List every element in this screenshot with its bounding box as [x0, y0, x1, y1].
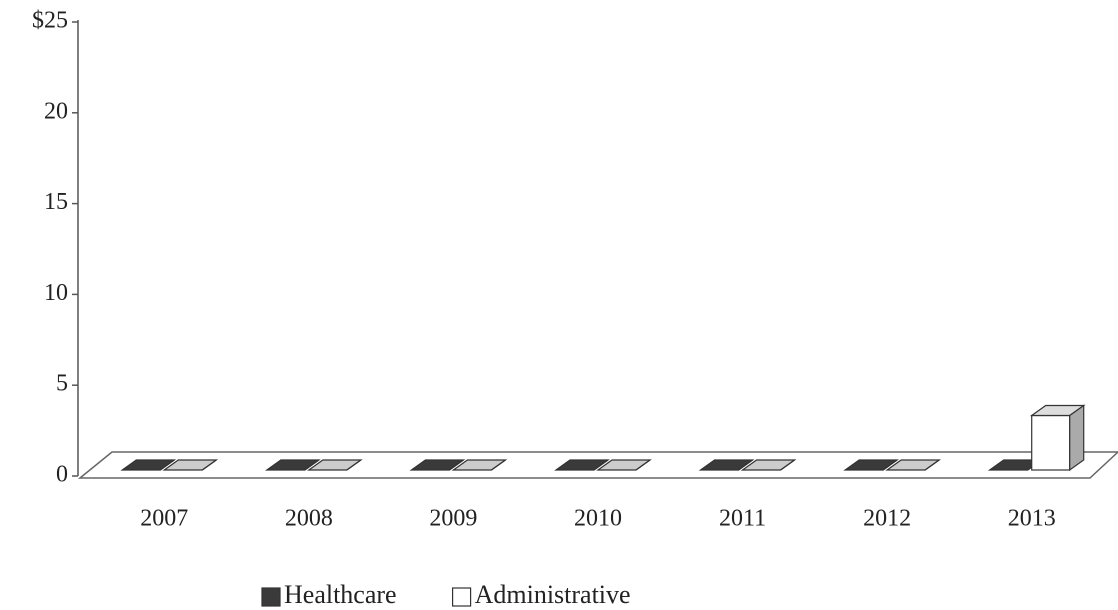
bar-side: [882, 459, 898, 471]
bar: [451, 459, 508, 471]
bar: [554, 459, 610, 471]
bar-side: [593, 459, 609, 471]
y-tick-label: 10: [44, 280, 68, 306]
bar-side: [304, 459, 320, 471]
legend-label: Administrative: [475, 580, 631, 609]
bar-side: [1069, 404, 1085, 472]
y-tick-label: 20: [44, 98, 68, 124]
x-tick-label: 2012: [863, 506, 911, 532]
bar-side: [491, 459, 506, 471]
bar: [698, 459, 755, 471]
y-tick-label: 0: [56, 462, 68, 488]
bar-side: [924, 459, 940, 471]
x-tick-label: 2013: [1008, 506, 1056, 532]
bar-front: [1031, 414, 1071, 471]
y-tick-label: 15: [44, 189, 68, 215]
bar: [885, 459, 942, 471]
x-tick-label: 2011: [719, 506, 766, 532]
legend-swatch: [261, 587, 281, 607]
bar-side: [738, 459, 753, 471]
bar: [306, 459, 363, 471]
bar: [1029, 404, 1086, 472]
bar: [409, 459, 466, 471]
legend-swatch: [451, 587, 472, 607]
y-tick-label: 5: [56, 371, 68, 397]
x-tick-label: 2010: [574, 506, 622, 532]
bar-side: [346, 459, 362, 471]
bar: [740, 459, 797, 471]
bar-side: [201, 459, 217, 471]
bar: [120, 459, 177, 471]
bar: [596, 459, 652, 471]
y-tick-label: $25: [32, 8, 68, 34]
bar: [843, 459, 900, 471]
x-tick-label: 2007: [140, 506, 188, 532]
legend-label: Healthcare: [284, 580, 397, 609]
bar: [264, 459, 321, 471]
x-tick-label: 2008: [285, 506, 333, 532]
bar-side: [635, 459, 651, 471]
bar: [162, 459, 219, 471]
bar-side: [159, 459, 175, 471]
bar-side: [780, 459, 795, 471]
x-tick-label: 2009: [429, 506, 477, 532]
bar-side: [449, 459, 464, 471]
